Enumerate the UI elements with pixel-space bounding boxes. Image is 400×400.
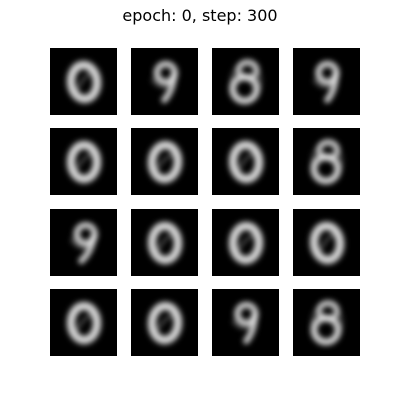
sample-image bbox=[131, 128, 198, 195]
sample-image bbox=[131, 48, 198, 115]
digit-0-sample bbox=[131, 209, 198, 276]
digit-0-sample bbox=[212, 128, 279, 195]
digit-0-sample bbox=[131, 289, 198, 356]
digit-8-sample bbox=[293, 128, 360, 195]
sample-image bbox=[50, 48, 117, 115]
digit-0-sample bbox=[50, 48, 117, 115]
sample-image bbox=[212, 48, 279, 115]
digit-9-sample bbox=[293, 48, 360, 115]
sample-image bbox=[212, 209, 279, 276]
sample-grid bbox=[50, 48, 360, 356]
sample-image bbox=[293, 48, 360, 115]
sample-image bbox=[212, 289, 279, 356]
digit-0-sample bbox=[50, 128, 117, 195]
sample-image bbox=[131, 209, 198, 276]
digit-8-sample bbox=[293, 289, 360, 356]
sample-image bbox=[293, 209, 360, 276]
figure-title: epoch: 0, step: 300 bbox=[0, 5, 400, 27]
digit-0-sample bbox=[131, 128, 198, 195]
digit-9-sample bbox=[50, 209, 117, 276]
sample-image bbox=[293, 289, 360, 356]
sample-image bbox=[50, 289, 117, 356]
digit-9-sample bbox=[131, 48, 198, 115]
sample-image bbox=[293, 128, 360, 195]
digit-9-sample bbox=[212, 289, 279, 356]
digit-0-sample bbox=[293, 209, 360, 276]
sample-image bbox=[131, 289, 198, 356]
digit-0-sample bbox=[50, 289, 117, 356]
sample-image bbox=[212, 128, 279, 195]
sample-image bbox=[50, 209, 117, 276]
digit-8-sample bbox=[212, 48, 279, 115]
digit-0-sample bbox=[212, 209, 279, 276]
sample-image bbox=[50, 128, 117, 195]
